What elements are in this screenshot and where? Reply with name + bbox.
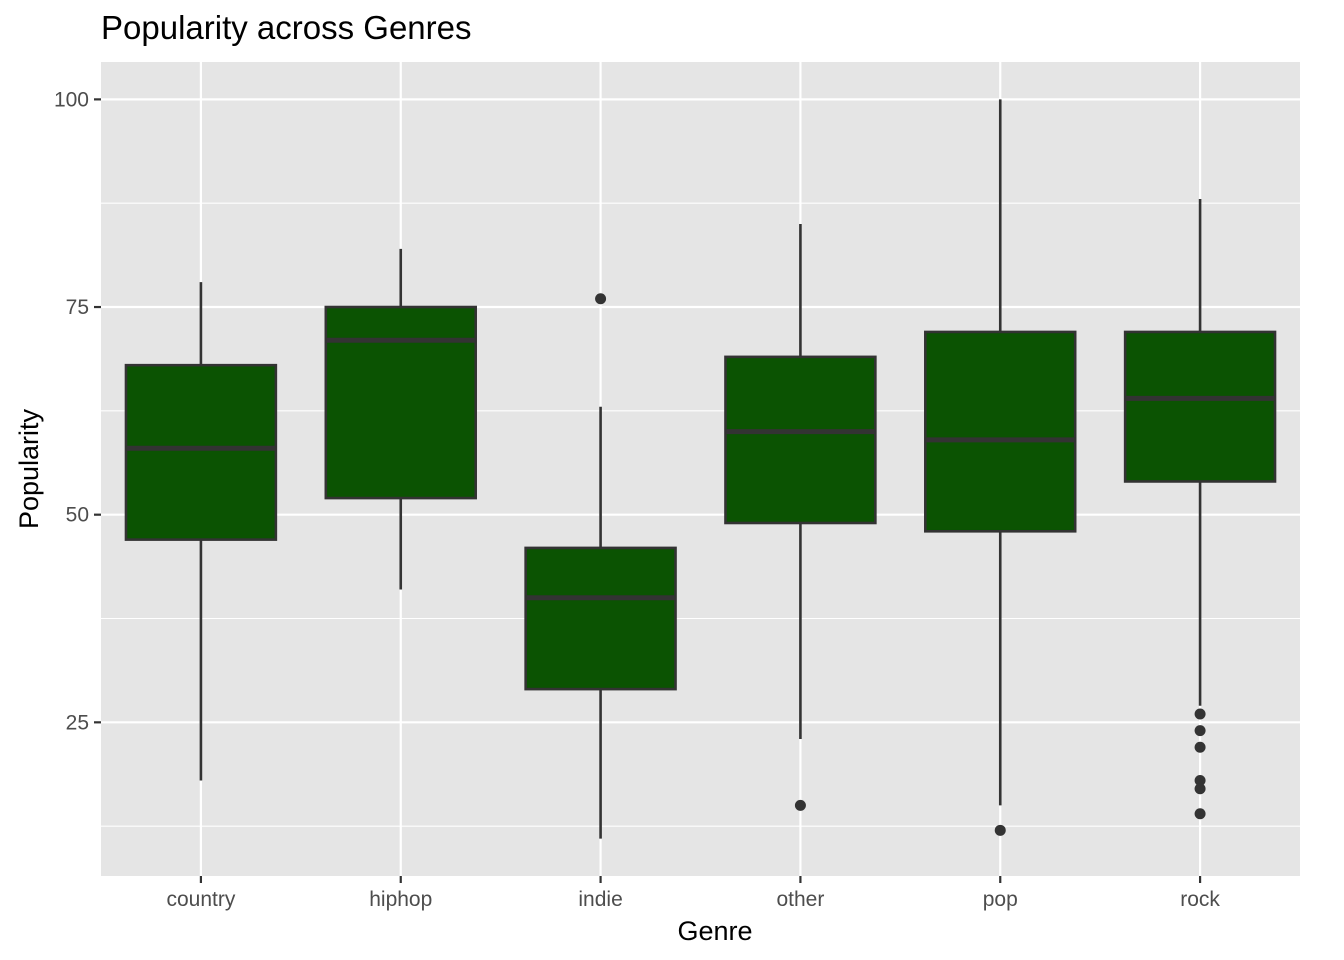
x-tick-label: country [166,888,235,911]
x-tick-label: rock [1180,888,1220,911]
box-hiphop [324,248,477,590]
x-tick-label: other [776,888,824,911]
box-series [124,99,1277,839]
box-iqr [524,546,677,691]
y-tick-label: 100 [54,88,89,111]
y-tick-label: 25 [66,711,89,734]
outlier-point [595,293,607,305]
box-iqr [124,363,278,541]
x-axis-title: Genre [677,916,752,946]
box-country [124,282,278,781]
outlier-point [1194,741,1206,753]
y-tick-label: 50 [66,504,89,527]
outlier-point [1194,774,1206,786]
y-axis-ticks: 25 50 75 100 [54,88,101,734]
x-axis-ticks: country hiphop indie other pop rock [166,876,1220,911]
x-tick-label: hiphop [369,888,432,911]
box-rock [1123,199,1277,820]
y-axis-title: Popularity [14,408,44,529]
outlier-point [1194,808,1206,820]
plot-panel [101,62,1300,876]
outlier-point [1194,725,1206,737]
outlier-point [1194,708,1206,720]
box-other [724,223,877,811]
outlier-point [794,799,806,811]
x-tick-label: indie [578,888,622,911]
outlier-point [1194,783,1206,795]
box-indie [524,293,677,839]
box-iqr [324,305,477,500]
box-iqr [1123,330,1277,483]
chart-title: Popularity across Genres [101,9,472,46]
box-pop [924,99,1077,836]
y-tick-label: 75 [66,296,89,319]
x-tick-label: pop [983,888,1018,911]
box-iqr [724,355,877,525]
outlier-point [994,824,1006,836]
box-iqr [924,330,1077,533]
